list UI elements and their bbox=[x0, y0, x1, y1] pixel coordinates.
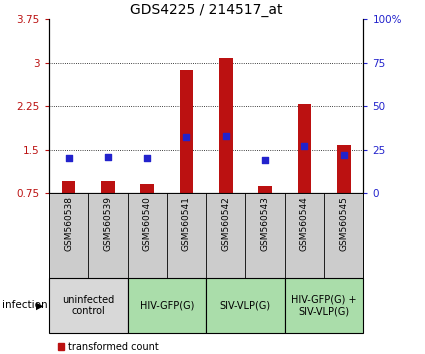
Point bbox=[65, 155, 72, 161]
Point bbox=[340, 152, 347, 158]
Text: GSM560542: GSM560542 bbox=[221, 196, 230, 251]
Text: GSM560540: GSM560540 bbox=[143, 196, 152, 251]
Bar bbox=[62, 181, 75, 193]
Text: GSM560544: GSM560544 bbox=[300, 196, 309, 251]
Point bbox=[183, 135, 190, 140]
Bar bbox=[49, 278, 128, 333]
Text: GSM560539: GSM560539 bbox=[103, 196, 112, 251]
Point bbox=[222, 133, 229, 138]
Bar bbox=[258, 186, 272, 193]
Text: GSM560541: GSM560541 bbox=[182, 196, 191, 251]
Text: uninfected
control: uninfected control bbox=[62, 295, 114, 316]
Legend: transformed count, percentile rank within the sample: transformed count, percentile rank withi… bbox=[54, 338, 237, 354]
Bar bbox=[101, 181, 115, 193]
Text: HIV-GFP(G): HIV-GFP(G) bbox=[140, 300, 194, 310]
Text: GSM560545: GSM560545 bbox=[339, 196, 348, 251]
Bar bbox=[128, 278, 206, 333]
Point bbox=[105, 154, 111, 159]
Text: GSM560538: GSM560538 bbox=[64, 196, 73, 251]
Bar bbox=[206, 278, 285, 333]
Bar bbox=[140, 184, 154, 193]
Point bbox=[262, 157, 269, 163]
Text: HIV-GFP(G) +
SIV-VLP(G): HIV-GFP(G) + SIV-VLP(G) bbox=[291, 295, 357, 316]
Bar bbox=[337, 145, 351, 193]
Bar bbox=[285, 278, 363, 333]
Bar bbox=[298, 104, 311, 193]
Title: GDS4225 / 214517_at: GDS4225 / 214517_at bbox=[130, 3, 282, 17]
Point bbox=[144, 155, 150, 161]
Bar bbox=[180, 70, 193, 193]
Bar bbox=[219, 58, 232, 193]
Text: ▶: ▶ bbox=[36, 300, 43, 310]
Point bbox=[301, 143, 308, 149]
Text: infection: infection bbox=[2, 300, 48, 310]
Text: GSM560543: GSM560543 bbox=[261, 196, 269, 251]
Text: SIV-VLP(G): SIV-VLP(G) bbox=[220, 300, 271, 310]
